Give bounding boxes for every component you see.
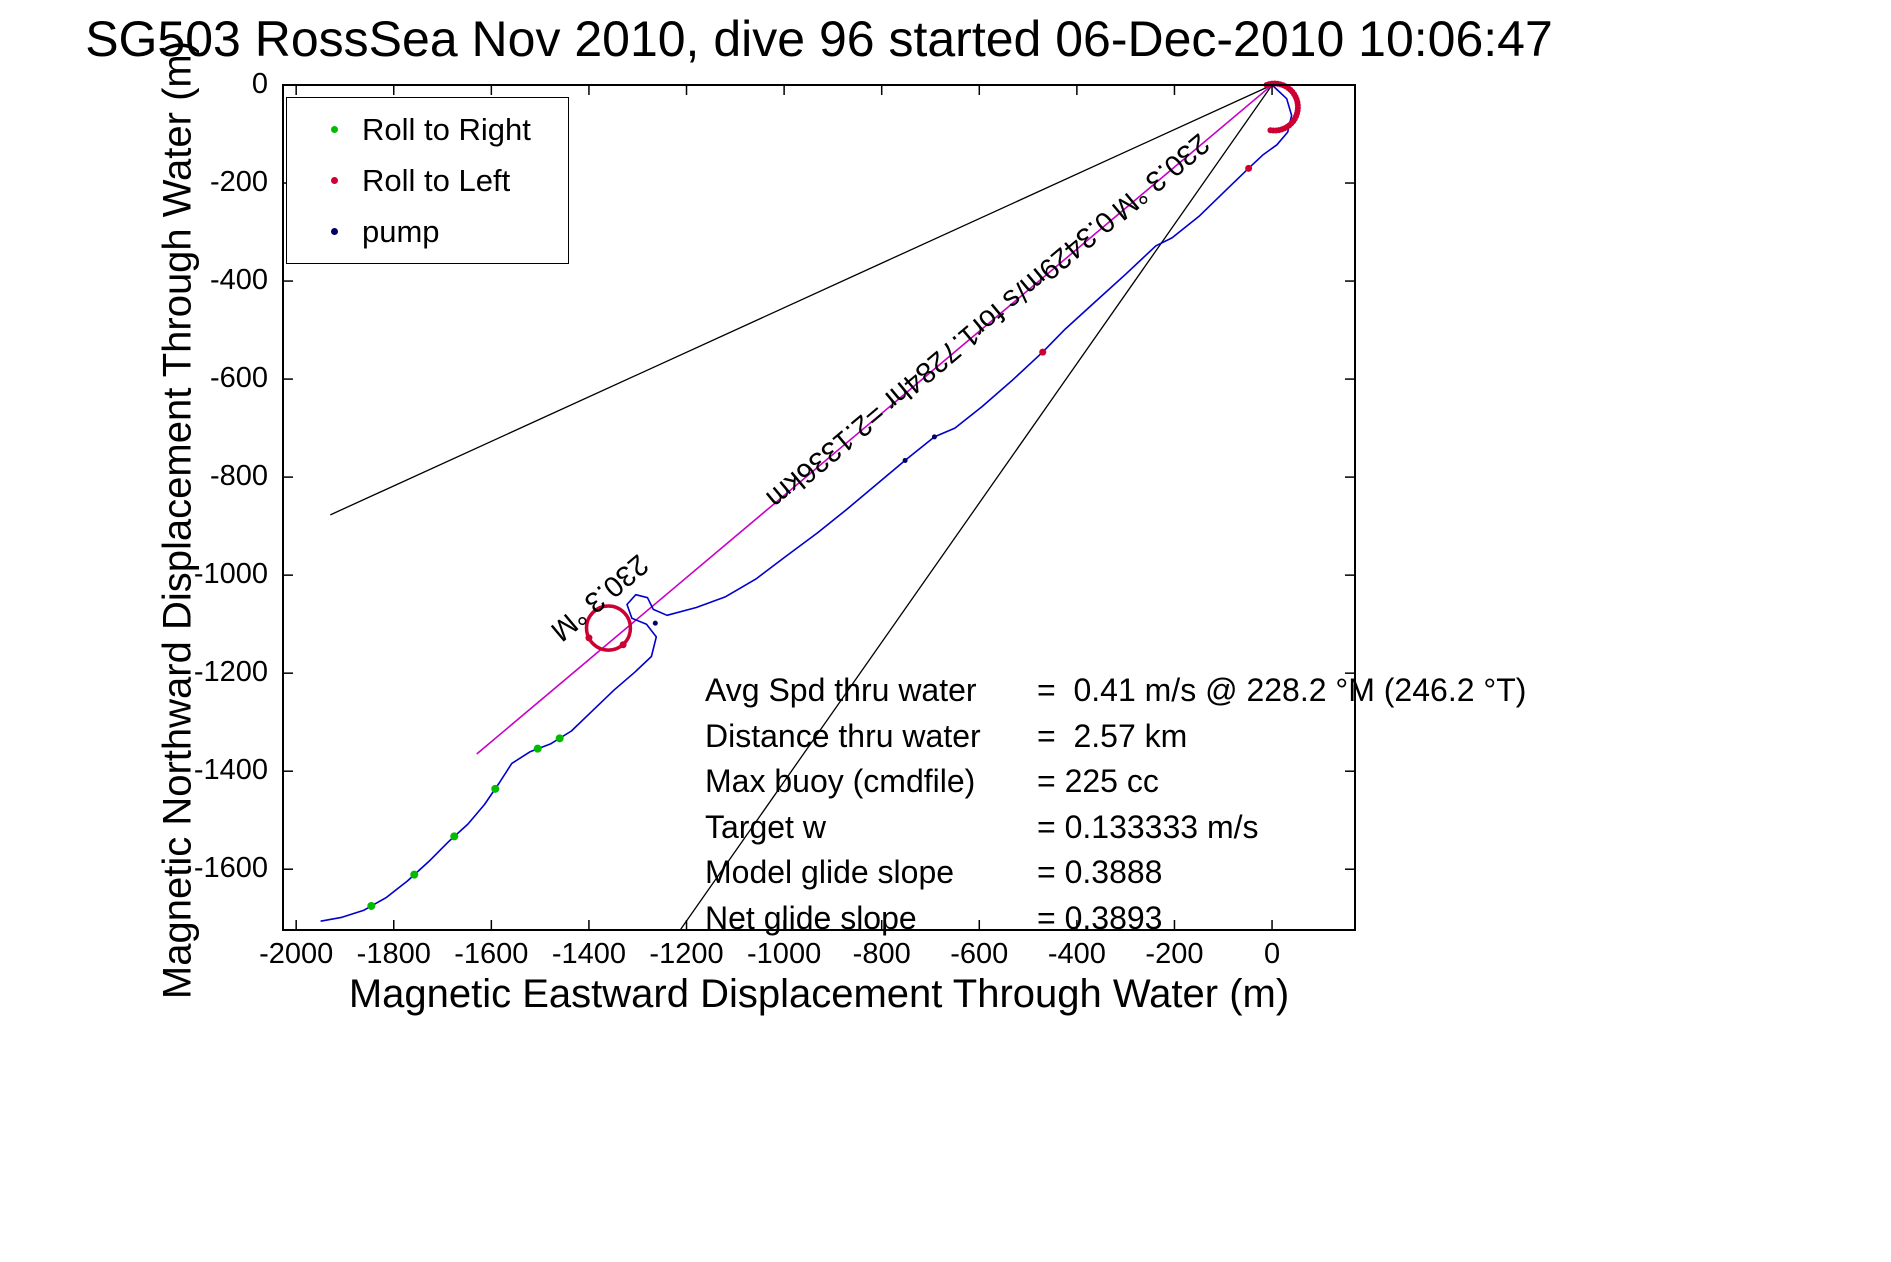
y-tick-label: -200 xyxy=(209,166,268,199)
x-axis-label: Magnetic Eastward Displacement Through W… xyxy=(348,972,1290,1016)
x-tick-label: -1800 xyxy=(356,938,431,970)
start-loop-roll-left-dot xyxy=(1267,127,1274,134)
pump-dot xyxy=(902,457,908,463)
stat-label: Net glide slope xyxy=(705,899,917,936)
roll-right-dot xyxy=(367,901,376,910)
x-tick-label: -400 xyxy=(1047,938,1106,970)
x-tick-label: 0 xyxy=(1263,938,1281,970)
pump-dot xyxy=(931,434,937,440)
target-circle xyxy=(584,604,633,652)
y-tick-label: -1600 xyxy=(193,852,268,885)
x-tick-label: -600 xyxy=(950,938,1009,970)
stat-value: = 2.57 km xyxy=(1037,717,1188,754)
legend: Roll to Right Roll to Left pump xyxy=(286,97,569,264)
x-tick-label: -1000 xyxy=(747,938,822,970)
legend-row-roll-left: Roll to Left xyxy=(287,163,568,199)
legend-label-pump: pump xyxy=(362,213,440,249)
legend-label-roll-left: Roll to Left xyxy=(362,162,511,198)
y-tick-label: -1400 xyxy=(193,754,268,787)
stat-label: Max buoy (cmdfile) xyxy=(705,763,976,800)
stat-distance: Distance thru water = 2.57 km xyxy=(705,714,1526,760)
stat-max-buoy: Max buoy (cmdfile) = 225 cc xyxy=(705,759,1526,805)
stat-value: = 0.3893 xyxy=(1037,899,1163,936)
roll-left-marker-icon xyxy=(331,177,338,184)
bearing-line-1 xyxy=(679,84,1273,931)
roll-right-dot xyxy=(491,784,500,793)
y-tick-label: -1000 xyxy=(193,558,268,591)
x-tick-label: -2000 xyxy=(259,938,334,970)
stat-label: Model glide slope xyxy=(705,854,955,891)
stat-value: = 0.3888 xyxy=(1037,854,1163,891)
x-tick-label: -800 xyxy=(852,938,911,970)
stat-value: = 0.41 m/s @ 228.2 °M (246.2 °T) xyxy=(1037,672,1527,709)
pump-dot xyxy=(652,620,658,626)
stat-value: = 225 cc xyxy=(1037,763,1159,800)
roll-right-dot xyxy=(555,734,564,743)
stat-value: = 0.133333 m/s xyxy=(1037,808,1259,845)
roll-left-dot xyxy=(585,634,593,642)
y-tick-label: -600 xyxy=(209,362,268,395)
plot-title: SG503 RossSea Nov 2010, dive 96 started … xyxy=(85,11,1553,67)
pump-marker-icon xyxy=(331,228,338,235)
stat-label: Distance thru water xyxy=(705,717,981,754)
x-tick-label: -1200 xyxy=(649,938,724,970)
roll-left-dot xyxy=(1039,348,1047,356)
plot-box xyxy=(282,84,1356,931)
y-tick-label: -1200 xyxy=(193,656,268,689)
stat-label: Avg Spd thru water xyxy=(705,672,977,709)
stat-net-glide-slope: Net glide slope = 0.3893 xyxy=(705,896,1526,942)
x-tick-label: -1400 xyxy=(551,938,627,970)
y-tick-label: -400 xyxy=(209,264,268,297)
stat-model-glide-slope: Model glide slope = 0.3888 xyxy=(705,850,1526,896)
roll-right-dot xyxy=(450,832,459,841)
roll-right-marker-icon xyxy=(331,126,338,133)
legend-row-roll-right: Roll to Right xyxy=(287,112,568,148)
bearing-line-0 xyxy=(330,84,1273,516)
stats-block: Avg Spd thru water = 0.41 m/s @ 228.2 °M… xyxy=(705,668,1526,941)
roll-left-dot xyxy=(619,641,627,649)
roll-right-dot xyxy=(410,870,419,879)
roll-right-dot xyxy=(533,744,542,753)
x-tick-label: -200 xyxy=(1145,938,1204,970)
roll-left-dot xyxy=(1245,164,1253,172)
y-tick-label: 0 xyxy=(251,68,268,100)
y-tick-label: -800 xyxy=(209,460,268,493)
legend-label-roll-right: Roll to Right xyxy=(362,111,531,147)
legend-row-pump: pump xyxy=(287,214,568,250)
y-axis-label: Magnetic Northward Displacement Through … xyxy=(155,40,200,1000)
stat-label: Target w xyxy=(705,808,826,845)
stat-target-w: Target w = 0.133333 m/s xyxy=(705,805,1526,851)
stat-avg-spd: Avg Spd thru water = 0.41 m/s @ 228.2 °M… xyxy=(705,668,1526,714)
desired-track-line xyxy=(476,84,1273,755)
x-tick-label: -1600 xyxy=(454,938,529,970)
